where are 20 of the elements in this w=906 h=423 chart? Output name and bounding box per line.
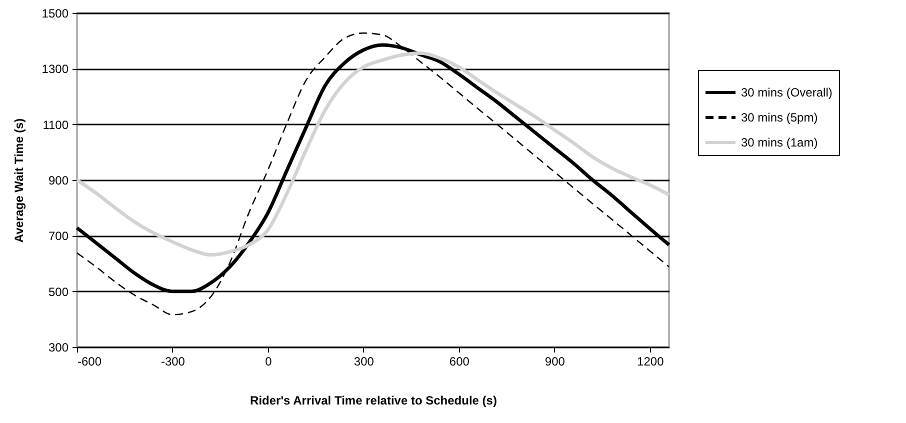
- y-tick-label: 1300: [42, 62, 69, 76]
- y-tick-label: 300: [48, 340, 69, 354]
- x-tick-label: 0: [265, 354, 272, 368]
- legend-label: 30 mins (5pm): [741, 110, 818, 124]
- x-tick-label: 300: [354, 354, 374, 368]
- y-tick-label: 700: [48, 229, 69, 244]
- y-tick-label: 900: [48, 174, 69, 188]
- y-axis-title: Average Wait Time (s): [12, 118, 26, 243]
- y-tick-label: 1100: [42, 118, 69, 132]
- x-tick-label: 900: [544, 354, 566, 368]
- x-axis-title: Rider's Arrival Time relative to Schedule (s): [250, 394, 497, 408]
- x-tick-label: 1200: [637, 354, 664, 368]
- y-tick-label: 1500: [42, 6, 69, 20]
- legend-label: 30 mins (1am): [741, 136, 818, 150]
- line-series: [75, 51, 671, 257]
- legend-label: 30 mins (Overall): [741, 86, 832, 100]
- y-tick-label: 500: [48, 284, 69, 299]
- x-tick-label: 600: [449, 354, 470, 368]
- x-tick-label: -300: [160, 354, 186, 368]
- x-tick-label: -600: [78, 354, 102, 368]
